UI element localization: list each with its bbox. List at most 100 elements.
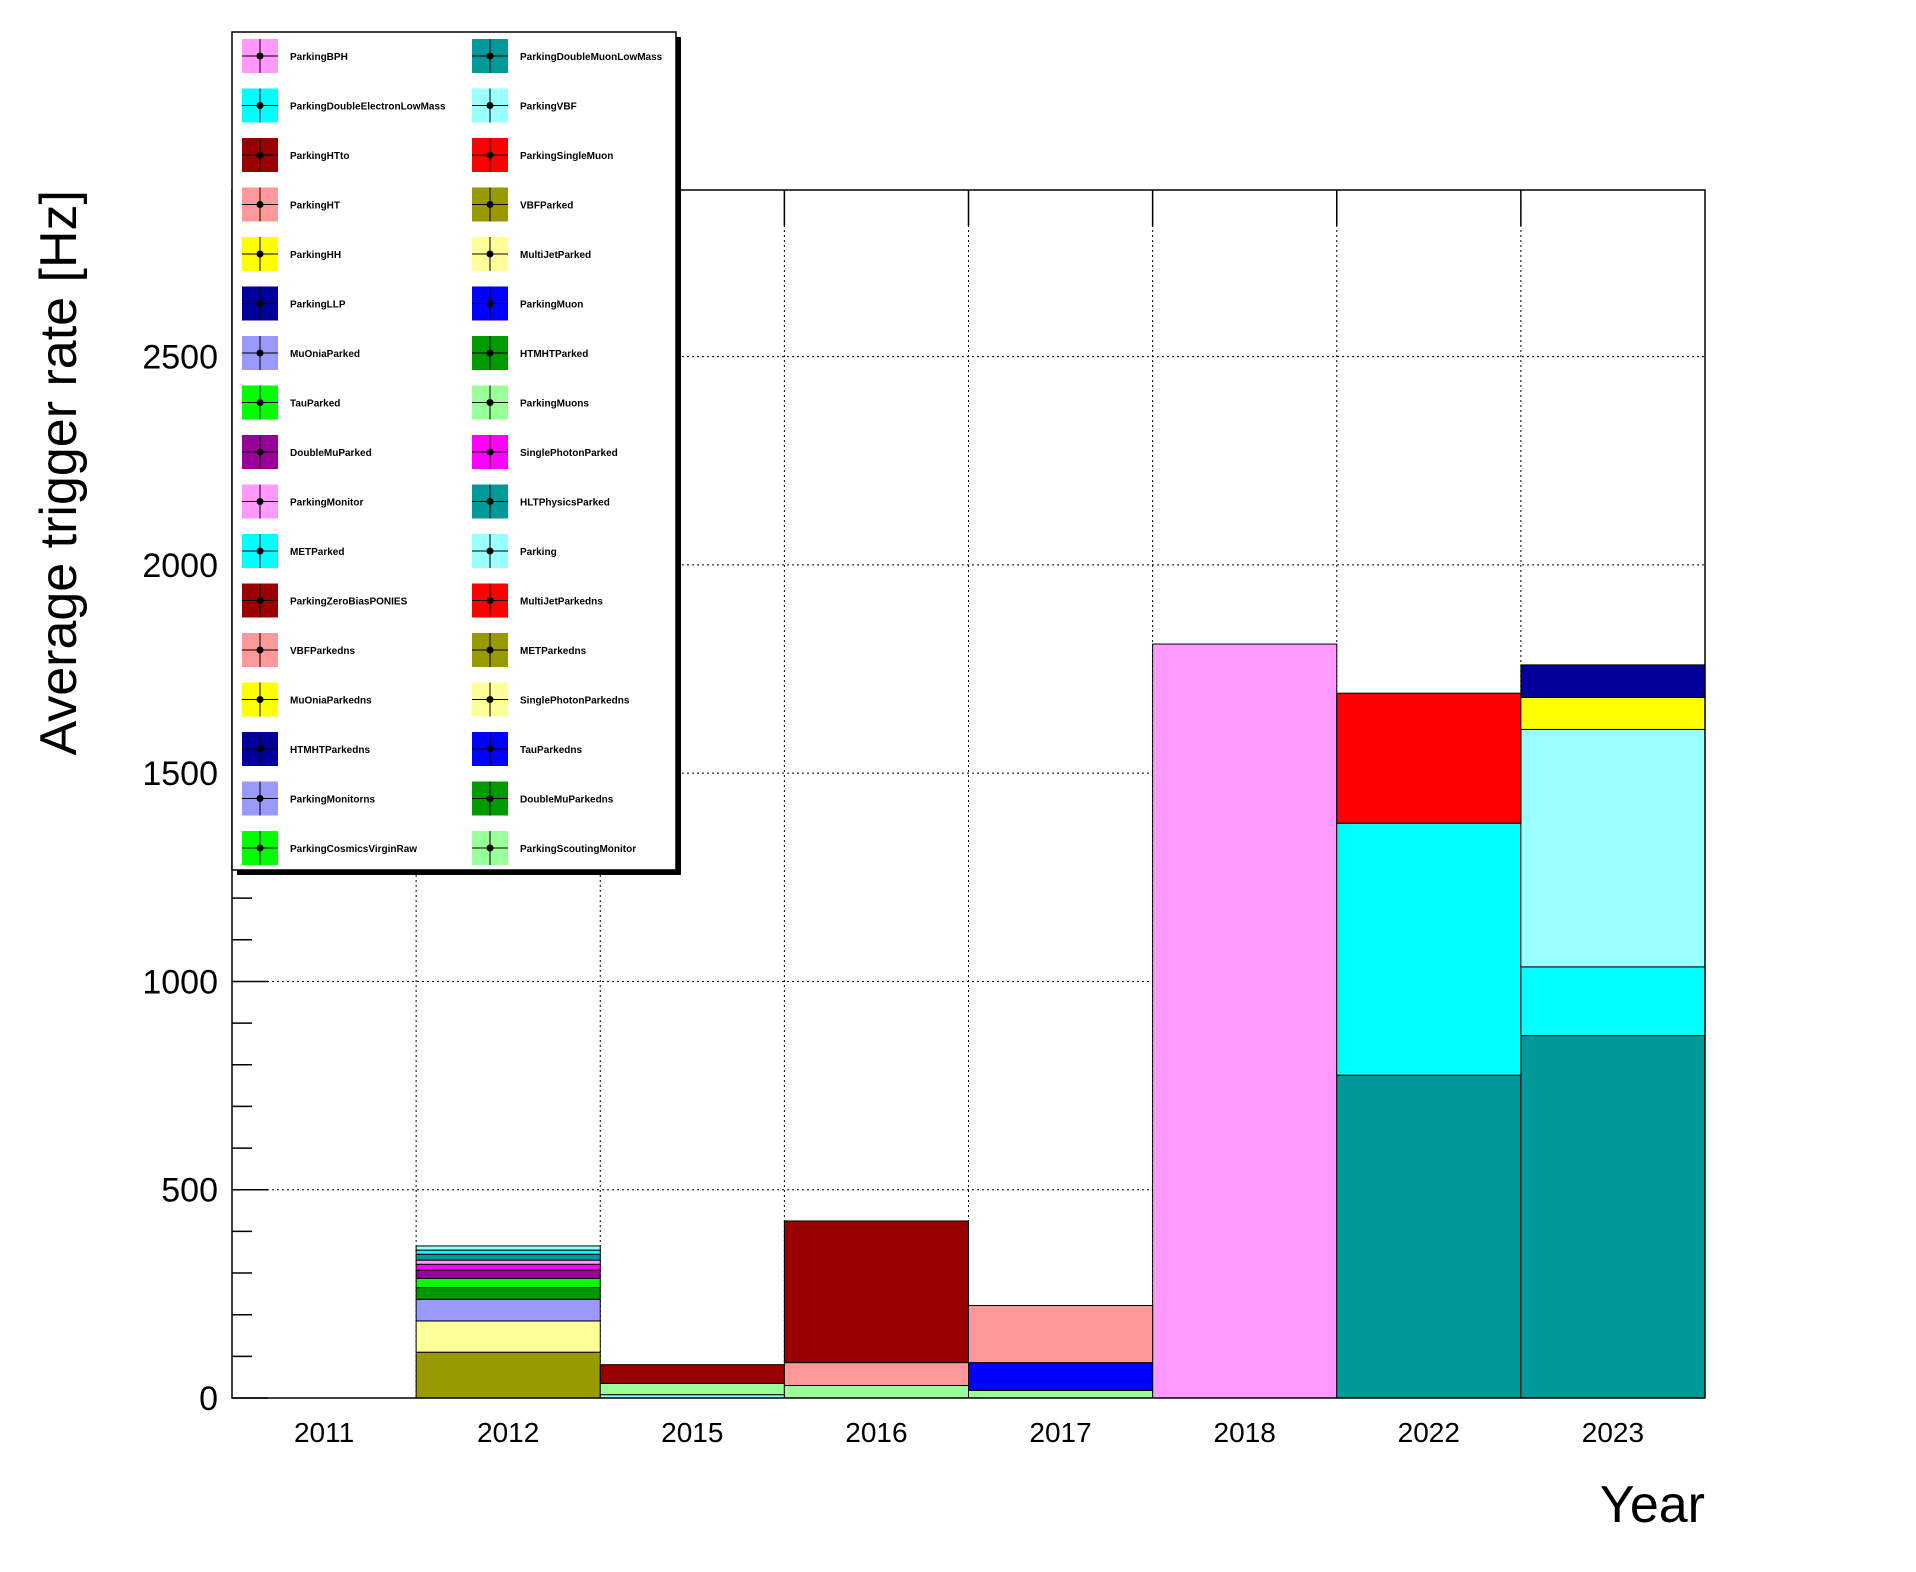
bar-metparked-2012 bbox=[415, 1249, 601, 1255]
x-tick-label: 2015 bbox=[661, 1417, 723, 1448]
legend-entry-parkingsinglemuon: ParkingSingleMuon bbox=[472, 138, 613, 172]
bar-parkingdoubleelectronlowmass-2022 bbox=[1336, 822, 1522, 1076]
legend-entry-tauparkedns: TauParkedns bbox=[472, 732, 582, 766]
bar-segment-2016 bbox=[783, 1220, 969, 1364]
bar-parkingvbf-2023 bbox=[1520, 728, 1706, 968]
legend-label: DoubleMuParked bbox=[290, 448, 372, 459]
bar-doublemuparked-2012 bbox=[415, 1269, 601, 1279]
legend-marker-dot bbox=[256, 300, 264, 307]
legend-marker-dot bbox=[256, 498, 264, 505]
legend-marker-dot bbox=[486, 498, 494, 505]
legend-entry-parkingvbf: ParkingVBF bbox=[472, 88, 577, 123]
legend-marker-dot bbox=[486, 696, 494, 703]
legend-label: ParkingVBF bbox=[520, 102, 577, 113]
bar-segment-2017 bbox=[968, 1390, 1154, 1399]
bar-segment-2017 bbox=[968, 1305, 1154, 1364]
legend-entry-hltphysicsparked: HLTPhysicsParked bbox=[472, 484, 610, 519]
legend-label: ParkingMonitor bbox=[290, 498, 363, 509]
legend-label: METParked bbox=[290, 547, 344, 558]
legend-entry-htmhtparkedns: HTMHTParkedns bbox=[242, 732, 370, 766]
legend-entry-vbfparked: VBFParked bbox=[472, 187, 573, 222]
legend-label: ParkingSingleMuon bbox=[520, 151, 613, 162]
legend-entry-htmhtparked: HTMHTParked bbox=[472, 336, 588, 370]
legend-entry-muoniaparked: MuOniaParked bbox=[242, 336, 360, 370]
legend-label: ParkingHT bbox=[290, 201, 340, 212]
bar-singlephotonparked-2012 bbox=[415, 1263, 601, 1271]
legend-marker-dot bbox=[256, 597, 264, 604]
y-tick-label: 2500 bbox=[142, 339, 218, 377]
legend-marker-dot bbox=[256, 349, 264, 357]
legend-entry-parkingmonitorns: ParkingMonitorns bbox=[242, 781, 375, 816]
legend-marker-dot bbox=[256, 201, 264, 208]
legend-entry-singlephotonparked: SinglePhotonParked bbox=[472, 435, 618, 469]
legend-marker-dot bbox=[486, 844, 494, 852]
legend-label: MuOniaParkedns bbox=[290, 696, 372, 707]
legend-label: METParkedns bbox=[520, 646, 587, 657]
legend-label: ParkingMuon bbox=[520, 300, 583, 311]
legend-marker-dot bbox=[486, 547, 494, 555]
legend-marker-dot bbox=[256, 696, 264, 703]
legend-entry-parkingmonitor: ParkingMonitor bbox=[242, 484, 363, 519]
y-tick-label: 2000 bbox=[142, 547, 218, 585]
legend-marker-dot bbox=[256, 52, 264, 60]
legend-marker-dot bbox=[486, 795, 494, 802]
legend-label: SinglePhotonParked bbox=[520, 448, 618, 459]
legend-marker-dot bbox=[256, 844, 264, 852]
legend-entry-parkingzerobiasponies: ParkingZeroBiasPONIES bbox=[242, 583, 408, 618]
legend-marker-dot bbox=[486, 250, 494, 258]
legend-label: MultiJetParkedns bbox=[520, 597, 603, 608]
x-tick-label: 2017 bbox=[1029, 1417, 1091, 1448]
legend-label: ParkingHH bbox=[290, 250, 341, 261]
legend-entry-parkingbph: ParkingBPH bbox=[242, 39, 348, 73]
legend-entry-parkinghh: ParkingHH bbox=[242, 237, 341, 271]
legend-entry-parkingmuon: ParkingMuon bbox=[472, 286, 583, 321]
legend-entry-parking: Parking bbox=[472, 534, 557, 568]
bar-parkingmonitor-2012 bbox=[415, 1259, 601, 1265]
legend-marker-dot bbox=[256, 745, 264, 753]
legend-label: ParkingScoutingMonitor bbox=[520, 844, 636, 855]
y-tick-label: 0 bbox=[199, 1380, 218, 1418]
legend-label: Parking bbox=[520, 547, 557, 558]
legend-entry-muoniaparkedns: MuOniaParkedns bbox=[242, 682, 372, 717]
x-tick-label: 2022 bbox=[1398, 1417, 1460, 1448]
legend-entry-doublemuparkedns: DoubleMuParkedns bbox=[472, 781, 614, 816]
bar-parking-2012 bbox=[415, 1245, 601, 1251]
legend-marker-dot bbox=[486, 349, 494, 357]
x-tick-label: 2018 bbox=[1214, 1417, 1276, 1448]
legend-entry-multijetparkedns: MultiJetParkedns bbox=[472, 583, 603, 618]
bar-segment-2015 bbox=[599, 1382, 785, 1396]
bar-parkingllp-2023 bbox=[1520, 664, 1706, 698]
legend-label: TauParked bbox=[290, 399, 340, 410]
legend-entry-singlephotonparkedns: SinglePhotonParkedns bbox=[472, 682, 630, 717]
bar-parkingdoublemuonlowmass-2022 bbox=[1336, 1074, 1522, 1399]
legend-marker-dot bbox=[256, 399, 264, 406]
legend-label: SinglePhotonParkedns bbox=[520, 696, 630, 707]
legend-marker-dot bbox=[256, 646, 264, 654]
x-tick-label: 2011 bbox=[294, 1417, 354, 1448]
legend-entry-vbfparkedns: VBFParkedns bbox=[242, 633, 355, 667]
bar-segment-2017 bbox=[968, 1362, 1154, 1392]
legend-entry-parkingscoutingmonitor: ParkingScoutingMonitor bbox=[472, 831, 636, 865]
x-tick-label: 2012 bbox=[477, 1417, 539, 1448]
legend-marker-dot bbox=[486, 52, 494, 60]
legend-entry-tauparked: TauParked bbox=[242, 385, 340, 420]
legend-label: DoubleMuParkedns bbox=[520, 795, 614, 806]
legend-label: ParkingCosmicsVirginRaw bbox=[290, 844, 417, 855]
legend-label: VBFParked bbox=[520, 201, 573, 212]
bar-parkingbph-2018 bbox=[1152, 643, 1338, 1399]
bar-htmhtparked-2012 bbox=[415, 1287, 601, 1300]
legend-entry-doublemuparked: DoubleMuParked bbox=[242, 435, 372, 469]
legend-label: ParkingLLP bbox=[290, 300, 346, 311]
x-tick-label: 2023 bbox=[1582, 1417, 1644, 1448]
legend-label: ParkingZeroBiasPONIES bbox=[290, 597, 408, 608]
x-tick-label: 2016 bbox=[845, 1417, 907, 1448]
legend-label: MuOniaParked bbox=[290, 349, 360, 360]
bar-segment-2016 bbox=[783, 1385, 969, 1399]
legend-label: MultiJetParked bbox=[520, 250, 591, 261]
bar-segment-2016 bbox=[783, 1362, 969, 1387]
y-tick-label: 1500 bbox=[142, 755, 218, 793]
bar-segment-2015 bbox=[599, 1364, 785, 1384]
legend-marker-dot bbox=[486, 201, 494, 208]
bar-parkingdoubleelectronlowmass-2023 bbox=[1520, 966, 1706, 1037]
